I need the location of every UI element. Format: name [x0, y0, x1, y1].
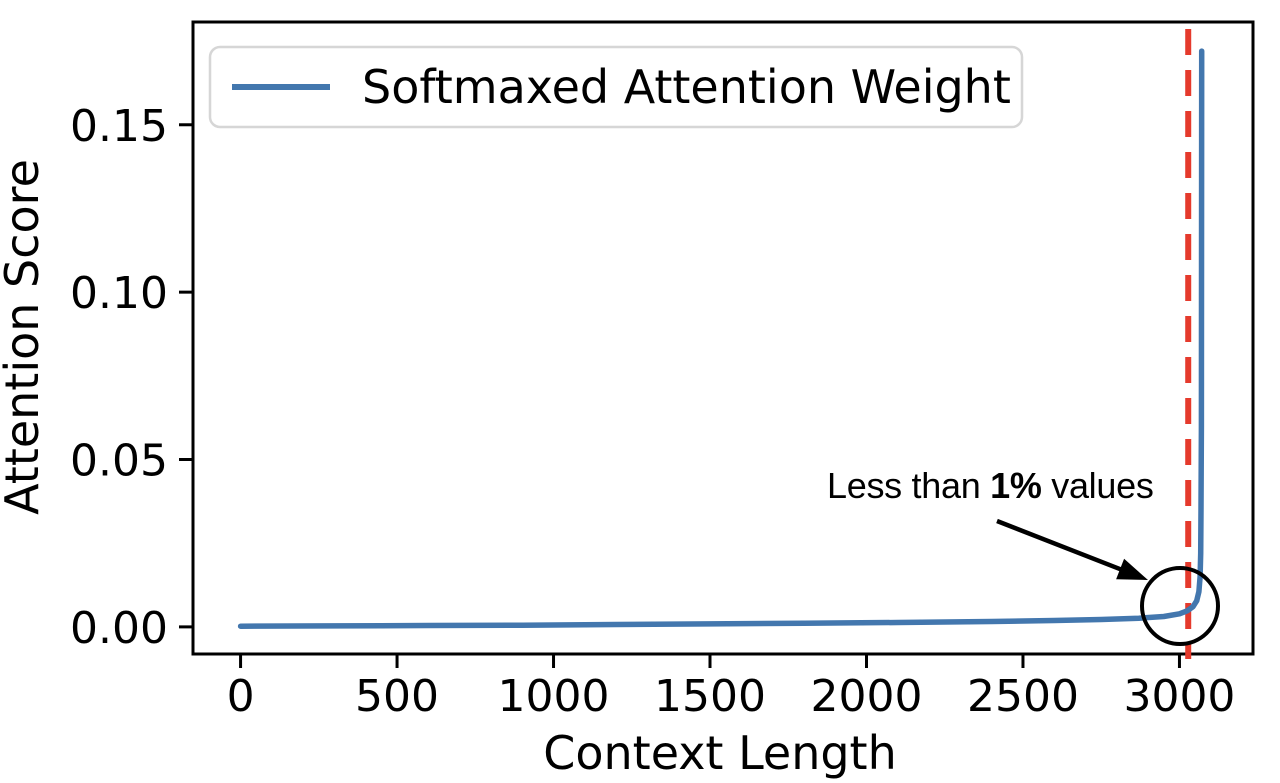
plot-area: 0 500 1000 1500 2000 2500 3000 0.00 0.05 0.10 0.15 [70, 20, 1255, 722]
series-line-softmaxed-attention-weight [237, 48, 1205, 629]
x-tick-label: 2000 [811, 671, 923, 722]
x-tick-label: 1000 [498, 671, 610, 722]
annotation-text-bold: 1% [990, 465, 1042, 506]
legend-label: Softmaxed Attention Weight [362, 60, 1011, 114]
annotation-arrow-shaft [996, 518, 1125, 573]
y-axis-label: Attention Score [0, 159, 49, 515]
legend: Softmaxed Attention Weight [208, 45, 1024, 129]
x-tick-label: 0 [227, 671, 255, 722]
annotation-text-suffix: values [1042, 465, 1154, 506]
x-axis-label: Context Length [543, 726, 897, 780]
annotation-text: Less than 1% values [827, 465, 1154, 506]
x-tick-label: 3000 [1123, 671, 1235, 722]
annotation-circle [1140, 566, 1220, 646]
y-tick-label: 0.05 [70, 436, 168, 487]
y-tick-label: 0.10 [70, 268, 168, 319]
x-tick-label: 500 [355, 671, 439, 722]
x-tick-label: 2500 [967, 671, 1079, 722]
plot-border [191, 20, 1255, 656]
annotation-text-prefix: Less than [827, 465, 990, 506]
y-tick-label: 0.15 [70, 101, 168, 152]
y-tick-label: 0.00 [70, 603, 168, 654]
legend-box [208, 45, 1024, 129]
annotation-arrow-head [1116, 558, 1148, 580]
x-tick-label: 1500 [654, 671, 766, 722]
